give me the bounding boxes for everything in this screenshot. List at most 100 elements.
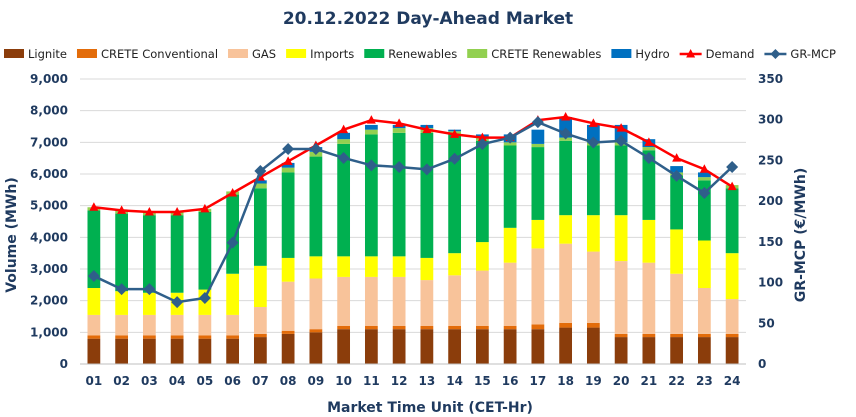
legend-swatch-imports: [286, 49, 307, 58]
gr-mcp-point: [615, 134, 628, 147]
gr-mcp-point: [476, 138, 489, 151]
bar-renewables: [475, 140, 489, 243]
bar-crete-renewables: [364, 129, 378, 135]
bar-lignite: [503, 329, 517, 364]
bar-renewables: [531, 147, 545, 220]
y-tick-label: 3,000: [30, 262, 68, 276]
bar-renewables: [226, 194, 240, 274]
x-tick-label: 14: [446, 374, 463, 388]
bar-renewables: [281, 172, 295, 258]
bar-imports: [531, 219, 545, 249]
y2-tick-label: 300: [758, 113, 783, 127]
bar-gas: [614, 261, 628, 334]
gr-mcp-point: [254, 165, 267, 178]
bar-renewables: [337, 143, 351, 257]
gr-mcp-point: [393, 160, 406, 173]
x-tick-label: 06: [224, 374, 241, 388]
x-tick-label: 09: [308, 374, 325, 388]
bar-crete-conventional: [142, 335, 156, 339]
gr-mcp-point: [504, 131, 517, 144]
legend-label-imports: Imports: [310, 47, 354, 61]
bar-renewables: [503, 145, 517, 228]
bar-renewables: [253, 188, 267, 266]
bar-gas: [642, 262, 656, 334]
bar-hydro: [670, 166, 684, 173]
bar-lignite: [115, 338, 129, 364]
y-tick-label: 1,000: [30, 325, 68, 339]
demand-point: [727, 181, 737, 191]
bar-lignite: [586, 327, 600, 364]
legend-swatch-crete-conventional: [76, 49, 97, 58]
gr-mcp-point: [309, 143, 322, 156]
bar-imports: [281, 257, 295, 282]
bar-lignite: [226, 338, 240, 364]
x-tick-label: 16: [502, 374, 519, 388]
demand-point: [394, 118, 404, 127]
bar-crete-conventional: [642, 333, 656, 338]
gr-mcp-point: [726, 160, 739, 173]
gr-mcp-point: [559, 127, 572, 140]
legend-swatch-lignite: [4, 49, 24, 58]
bar-crete-conventional: [697, 333, 711, 338]
bar-imports: [226, 273, 240, 315]
bar-renewables: [142, 215, 156, 293]
bar-imports: [503, 227, 517, 263]
bar-imports: [420, 257, 434, 281]
y2-tick-label: 100: [758, 276, 783, 290]
bar-lignite: [448, 329, 462, 364]
line-series: [87, 112, 739, 309]
gr-mcp-line: [93, 120, 733, 304]
bar-gas: [337, 276, 351, 326]
legend-swatch-renewables: [364, 49, 385, 58]
bar-crete-renewables: [392, 128, 406, 133]
gr-mcp-point: [198, 292, 211, 305]
bar-hydro: [364, 124, 378, 130]
gr-mcp-point: [143, 283, 156, 296]
bar-gas: [725, 299, 739, 334]
bar-imports: [559, 215, 573, 244]
x-tick-label: 23: [696, 374, 713, 388]
gr-mcp-point: [115, 283, 128, 296]
bar-imports: [309, 256, 323, 279]
bar-imports: [614, 215, 628, 262]
demand-point: [144, 207, 154, 216]
x-tick-label: 01: [86, 374, 103, 388]
legend-label-gas: GAS: [252, 47, 276, 61]
x-tick-label: 05: [197, 374, 214, 388]
bar-lignite: [475, 329, 489, 364]
bar-gas: [170, 314, 184, 336]
bar-gas: [420, 280, 434, 326]
bar-lignite: [309, 332, 323, 364]
bar-renewables: [392, 132, 406, 257]
bar-lignite: [670, 337, 684, 364]
bar-crete-conventional: [198, 335, 212, 339]
bar-crete-conventional: [420, 326, 434, 330]
bar-renewables: [115, 213, 129, 292]
bar-gas: [142, 314, 156, 336]
bar-crete-conventional: [115, 335, 129, 339]
bar-renewables: [364, 134, 378, 257]
bar-imports: [337, 256, 351, 277]
bar-imports: [87, 288, 101, 315]
bar-lignite: [253, 337, 267, 364]
x-tick-label: 24: [724, 374, 741, 388]
gr-mcp-point: [282, 143, 295, 156]
legend-label-renewables: Renewables: [388, 47, 457, 61]
bar-hydro: [586, 124, 600, 143]
bar-gas: [475, 270, 489, 326]
x-axis-label: Market Time Unit (CET-Hr): [327, 400, 533, 416]
x-tick-label: 11: [363, 374, 380, 388]
gr-mcp-point: [226, 236, 239, 249]
bar-lignite: [559, 327, 573, 364]
chart-title: 20.12.2022 Day-Ahead Market: [283, 9, 573, 29]
x-tick-label: 20: [613, 374, 630, 388]
axes: 0 1,000 2,000 3,000 4,000 5,000 6,000 7,000 8,00…: [30, 72, 783, 388]
bar-imports: [253, 265, 267, 307]
demand-point: [228, 188, 238, 197]
bar-lignite: [87, 338, 101, 364]
bar-crete-conventional: [170, 335, 184, 339]
bar-crete-renewables: [337, 139, 351, 144]
bar-lignite: [420, 329, 434, 364]
bar-gas: [697, 288, 711, 334]
bar-gas: [670, 273, 684, 334]
